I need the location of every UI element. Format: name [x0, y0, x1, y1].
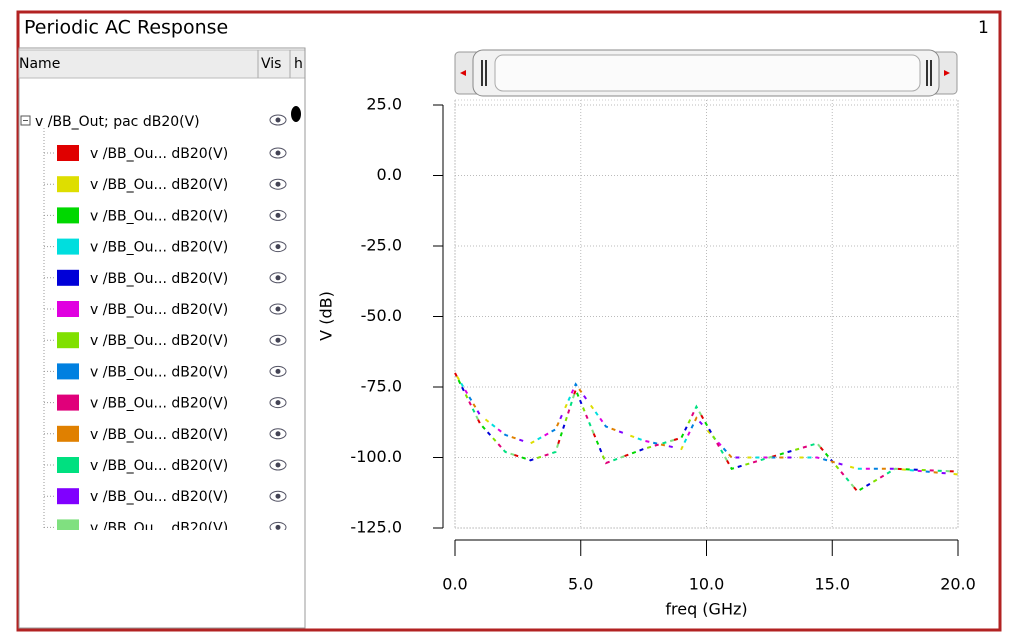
legend-label: v /BB_Ou... dB20(V) — [90, 271, 228, 287]
x-tick-label: 10.0 — [689, 575, 725, 594]
legend-label: v /BB_Ou... dB20(V) — [90, 396, 228, 412]
legend-swatch — [57, 145, 79, 161]
legend-label: v /BB_Ou... dB20(V) — [90, 458, 228, 474]
legend-label: v /BB_Ou... dB20(V) — [90, 364, 228, 380]
legend-label: v /BB_Ou... dB20(V) — [90, 208, 228, 224]
legend-swatch — [57, 519, 79, 530]
legend-swatch — [57, 269, 79, 286]
eye-pupil — [275, 244, 281, 250]
y-tick-label: 0.0 — [377, 165, 402, 184]
eye-pupil — [275, 275, 281, 281]
legend-swatch — [57, 425, 79, 442]
y-tick-label: -25.0 — [361, 236, 402, 255]
tree: v /BB_Out; pac dB20(V) v /BB_Ou... dB20(… — [20, 106, 301, 536]
eye-pupil — [275, 117, 281, 123]
legend-label: v /BB_Ou... dB20(V) — [90, 302, 228, 318]
tree-root[interactable]: v /BB_Out; pac dB20(V) — [35, 114, 200, 130]
eye-pupil — [275, 400, 281, 406]
zoom-bar[interactable] — [454, 49, 958, 97]
column-name[interactable]: Name — [19, 56, 60, 72]
legend-label: v /BB_Ou... dB20(V) — [90, 177, 228, 193]
column-vis[interactable]: Vis — [261, 56, 281, 72]
tab-number[interactable]: 1 — [978, 18, 989, 38]
eye-pupil — [275, 337, 281, 343]
legend-swatch — [57, 176, 79, 193]
legend-label: v /BB_Ou... dB20(V) — [90, 333, 228, 349]
window-title: Periodic AC Response — [24, 17, 228, 39]
right-arrow[interactable] — [944, 70, 950, 76]
legend-label: v /BB_Ou... dB20(V) — [90, 427, 228, 443]
column-header — [18, 49, 306, 79]
legend-swatch — [57, 332, 79, 349]
legend-label: v /BB_Ou... dB20(V) — [90, 489, 228, 505]
eye-pupil — [275, 150, 281, 156]
legend-swatch — [57, 488, 79, 505]
eye-pupil — [275, 462, 281, 468]
legend-label: v /BB_Ou... dB20(V) — [90, 520, 228, 536]
x-tick-label: 20.0 — [940, 575, 976, 594]
eye-pupil — [275, 212, 281, 218]
legend-label: v /BB_Ou... dB20(V) — [90, 240, 228, 256]
legend-swatch — [57, 363, 79, 380]
series-line — [454, 372, 959, 493]
y-tick-label: -75.0 — [361, 377, 402, 396]
legend-swatch — [57, 457, 79, 473]
eye-pupil — [275, 368, 281, 374]
eye-pupil — [275, 181, 281, 187]
h-marker — [291, 106, 301, 122]
left-arrow[interactable] — [460, 70, 466, 76]
y-tick-label: -125.0 — [350, 518, 402, 537]
series-line — [454, 372, 959, 493]
column-h[interactable]: h — [294, 56, 303, 72]
series-line — [454, 372, 959, 493]
x-tick-label: 0.0 — [442, 575, 467, 594]
legend-swatch — [57, 394, 79, 411]
eye-pupil — [275, 524, 281, 530]
eye-pupil — [275, 431, 281, 437]
eye-pupil — [275, 493, 281, 499]
x-tick-label: 5.0 — [568, 575, 593, 594]
legend-swatch — [57, 301, 79, 317]
eye-pupil — [275, 306, 281, 312]
x-tick-label: 15.0 — [814, 575, 850, 594]
legend-swatch — [57, 238, 79, 255]
y-tick-label: -100.0 — [350, 447, 402, 466]
y-axis-label: V (dB) — [317, 291, 336, 341]
zoom-thumb-inner — [494, 54, 921, 92]
x-axis-label: freq (GHz) — [665, 600, 747, 619]
legend-swatch — [57, 207, 79, 224]
series-line — [454, 372, 959, 476]
plot-area: 25.0 0.0 -25.0 -50.0 -75.0 -100.0 -125.0 0.0 5.0… — [317, 95, 976, 619]
y-tick-label: 25.0 — [366, 95, 402, 114]
legend-label: v /BB_Ou... dB20(V) — [90, 146, 228, 162]
y-tick-label: -50.0 — [361, 306, 402, 325]
